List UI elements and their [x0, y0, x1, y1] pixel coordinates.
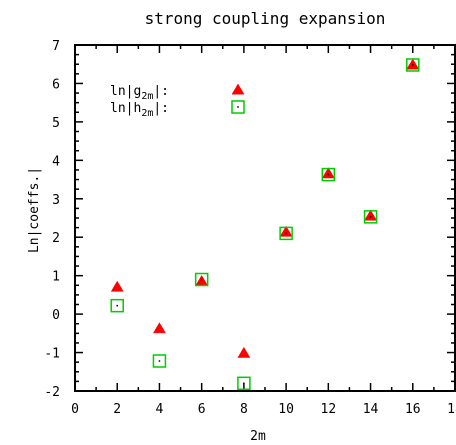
square-marker-center-dot [200, 278, 203, 281]
legend: ln|g2m|:ln|h2m|: [110, 83, 245, 119]
square-marker-outline [231, 100, 245, 114]
legend-label-main: ln|g [110, 84, 141, 99]
x-tick-label: 16 [405, 402, 421, 417]
series-2 [110, 58, 420, 391]
y-tick-label: 5 [52, 116, 60, 131]
x-axis-ticks: 0 2 4 6 8 10 12 14 16 18 [71, 45, 456, 417]
legend-marker-triangle [231, 83, 245, 95]
data-point-triangle [195, 274, 209, 286]
x-tick-label: 4 [156, 402, 164, 417]
legend-label-tail: |: [153, 84, 169, 99]
data-point-square [152, 354, 167, 368]
x-tick-label: 12 [321, 402, 337, 417]
data-point-triangle [237, 346, 251, 358]
square-marker-outline [363, 210, 378, 224]
data-point-triangle [153, 322, 166, 334]
data-point-square [110, 298, 124, 313]
x-tick-label: 10 [278, 402, 294, 417]
square-marker-outline [279, 226, 293, 241]
legend-label-main: ln|h [110, 101, 141, 116]
square-marker-center-dot [116, 304, 118, 307]
legend-marker-square [231, 100, 245, 114]
x-axis-label: 2m [250, 429, 266, 444]
data-point-square [194, 272, 209, 287]
y-tick-label: 4 [52, 154, 60, 169]
y-tick-label: 1 [52, 270, 60, 285]
square-marker-outline [321, 167, 336, 182]
y-axis-label: Ln|coeffs.| [27, 167, 42, 253]
legend-entry-label: ln|h2m|: [110, 101, 169, 119]
y-tick-label: 7 [52, 39, 60, 54]
data-point-square [406, 58, 420, 72]
x-tick-label: 2 [113, 402, 121, 417]
data-point-square [363, 210, 378, 224]
data-point-triangle [406, 58, 420, 70]
square-marker-center-dot [237, 106, 239, 108]
square-marker-outline [152, 354, 167, 368]
legend-entry-label: ln|g2m|: [110, 84, 169, 102]
x-tick-label: 14 [363, 402, 379, 417]
x-tick-label: 0 [71, 402, 79, 417]
data-point-square [321, 167, 336, 182]
y-tick-label: 2 [52, 231, 60, 246]
y-axis-ticks: -2 -1 0 1 2 3 4 5 6 7 [44, 39, 455, 400]
x-tick-label: 18 [447, 402, 456, 417]
y-tick-label: 0 [52, 308, 60, 323]
square-marker-outline [194, 272, 209, 287]
data-point-square [279, 226, 293, 241]
y-tick-label: -1 [44, 347, 60, 362]
square-marker-outline [406, 58, 420, 72]
legend-label-tail: |: [153, 101, 169, 116]
square-marker-center-dot [158, 360, 161, 362]
square-marker-center-dot [243, 382, 245, 385]
square-marker-center-dot [285, 232, 287, 235]
data-point-triangle [321, 167, 335, 179]
data-point-triangle [364, 209, 377, 221]
legend-label-subscript: 2m [141, 108, 153, 119]
square-marker-center-dot [327, 173, 330, 176]
square-marker-center-dot [412, 64, 414, 66]
legend-label-subscript: 2m [141, 91, 153, 102]
data-point-triangle [279, 225, 293, 237]
data-point-square [237, 376, 251, 391]
square-marker-outline [237, 376, 251, 391]
x-tick-label: 8 [240, 402, 248, 417]
data-point-triangle [110, 280, 124, 292]
series-1 [110, 58, 420, 358]
y-tick-label: 3 [52, 193, 60, 208]
y-tick-label: -2 [44, 385, 60, 400]
y-tick-label: 6 [52, 77, 60, 92]
chart-title: strong coupling expansion [145, 9, 386, 28]
square-marker-outline [110, 298, 124, 313]
square-marker-center-dot [369, 216, 372, 218]
x-tick-label: 6 [198, 402, 206, 417]
data-series [110, 58, 420, 391]
